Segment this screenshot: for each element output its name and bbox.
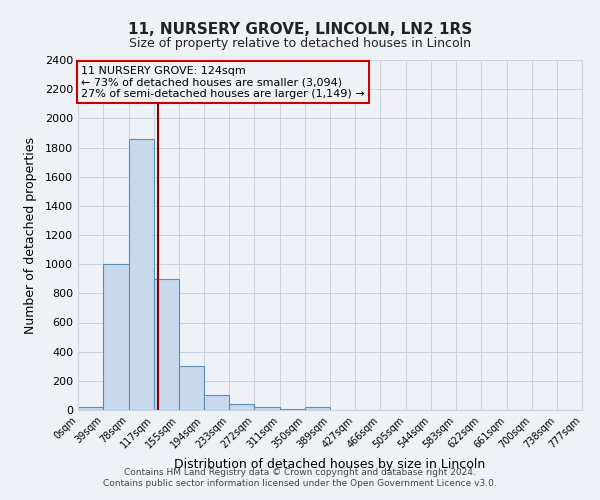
Bar (103, 264, 128, 410)
Bar (128, 139, 154, 410)
Text: Contains HM Land Registry data © Crown copyright and database right 2024.
Contai: Contains HM Land Registry data © Crown c… (103, 468, 497, 487)
X-axis label: Distribution of detached houses by size in Lincoln: Distribution of detached houses by size … (175, 458, 485, 471)
Bar (204, 396, 229, 410)
Text: 11, NURSERY GROVE, LINCOLN, LN2 1RS: 11, NURSERY GROVE, LINCOLN, LN2 1RS (128, 22, 472, 38)
Bar (254, 407, 280, 410)
Y-axis label: Number of detached properties: Number of detached properties (23, 136, 37, 334)
Text: 11 NURSERY GROVE: 124sqm
← 73% of detached houses are smaller (3,094)
27% of sem: 11 NURSERY GROVE: 124sqm ← 73% of detach… (81, 66, 365, 99)
Bar (179, 366, 204, 410)
Bar (305, 407, 331, 410)
Bar (78, 407, 103, 410)
Text: Size of property relative to detached houses in Lincoln: Size of property relative to detached ho… (129, 38, 471, 51)
Bar (154, 279, 179, 410)
Bar (229, 404, 254, 410)
